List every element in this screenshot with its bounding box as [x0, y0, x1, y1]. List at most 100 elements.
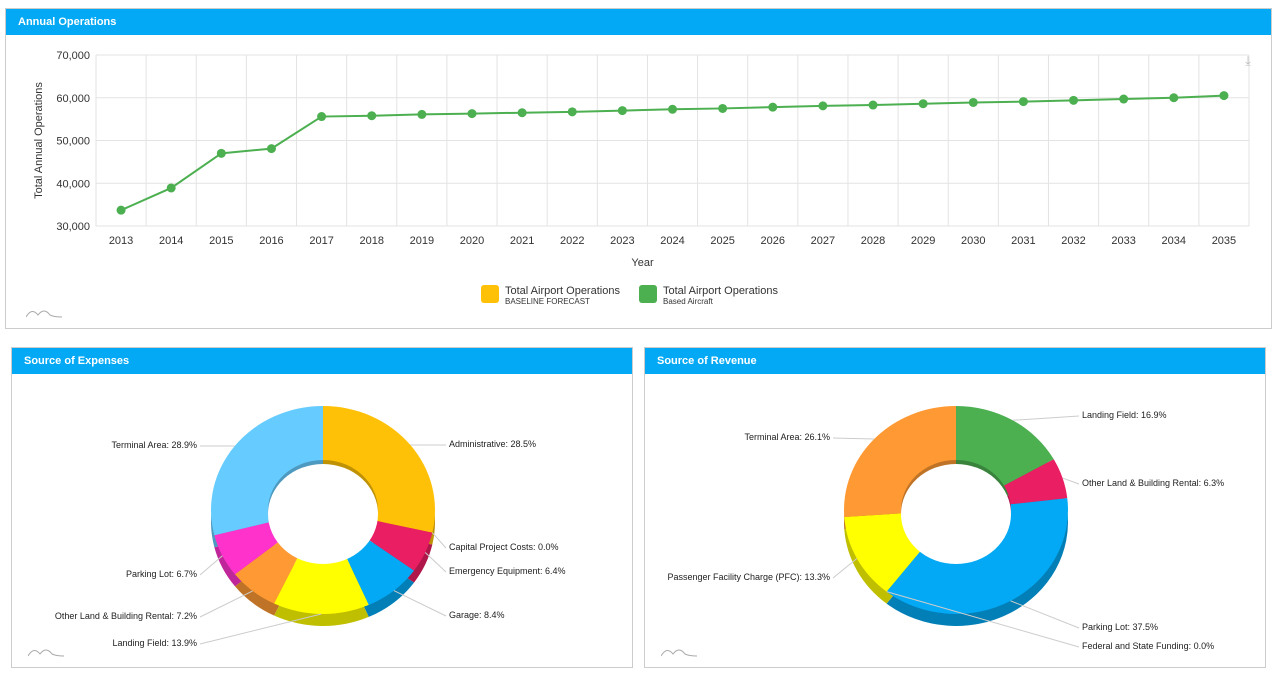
connector-line: [431, 532, 447, 549]
x-tick-label: 2023: [610, 235, 634, 247]
donut-hole: [268, 464, 378, 564]
data-point: [818, 101, 828, 111]
y-tick-label: 40,000: [56, 178, 90, 190]
data-point: [1119, 94, 1129, 104]
x-tick-label: 2022: [560, 235, 584, 247]
y-axis-title: Total Annual Operations: [33, 82, 45, 199]
data-point: [1069, 95, 1079, 105]
watermark-logo-icon: [28, 649, 64, 657]
x-tick-label: 2019: [410, 235, 434, 247]
x-tick-label: 2027: [811, 235, 835, 247]
data-point: [317, 112, 327, 122]
y-tick-label: 70,000: [56, 50, 90, 62]
x-tick-label: 2034: [1162, 235, 1186, 247]
donut-slice: [844, 513, 922, 592]
x-tick-label: 2018: [359, 235, 383, 247]
legend-sublabel: Based Aircraft: [663, 297, 713, 306]
slice-label: Federal and State Funding: 0.0%: [1082, 641, 1215, 651]
donut-slice: [886, 498, 1068, 614]
panel-title: Source of Revenue: [645, 348, 1265, 374]
x-tick-label: 2021: [510, 235, 534, 247]
watermark-logo-icon: [26, 310, 62, 318]
slice-label: Garage: 8.4%: [449, 610, 505, 620]
x-tick-label: 2030: [961, 235, 985, 247]
slice-label: Emergency Equipment: 6.4%: [449, 566, 566, 576]
connector-line: [1062, 477, 1080, 485]
x-tick-label: 2014: [159, 235, 183, 247]
x-tick-label: 2032: [1061, 235, 1085, 247]
y-tick-label: 50,000: [56, 136, 90, 148]
panel-title: Annual Operations: [6, 9, 1271, 35]
connector-line: [1012, 415, 1080, 421]
data-point: [918, 99, 928, 109]
x-tick-label: 2015: [209, 235, 233, 247]
x-tick-label: 2020: [460, 235, 484, 247]
y-tick-label: 30,000: [56, 221, 90, 233]
donut-slice: [214, 522, 280, 575]
data-point: [367, 111, 377, 121]
slice-label: Parking Lot: 37.5%: [1082, 622, 1159, 632]
revenue-donut-chart: [832, 406, 1080, 648]
donut-slice: [367, 520, 433, 571]
donut-slice: [234, 540, 299, 604]
x-axis-title: Year: [631, 257, 654, 269]
legend-label: Total Airport Operations: [505, 285, 620, 297]
x-tick-label: 2026: [761, 235, 785, 247]
x-tick-label: 2031: [1011, 235, 1035, 247]
donut-slice: [211, 406, 323, 536]
data-point: [1219, 91, 1229, 101]
legend-item-baseline[interactable]: Total Airport Operations BASELINE FORECAS…: [481, 285, 620, 306]
x-tick-label: 2029: [911, 235, 935, 247]
connector-line: [199, 613, 322, 645]
data-point: [417, 109, 427, 119]
connector-line: [1010, 600, 1080, 629]
donut-hole: [901, 464, 1011, 564]
x-tick-label: 2024: [660, 235, 684, 247]
connector-line: [393, 590, 447, 617]
data-point: [1169, 93, 1179, 103]
legend-swatch: [639, 285, 657, 303]
legend-item-based-aircraft[interactable]: Total Airport Operations Based Aircraft: [639, 285, 778, 306]
y-tick-label: 60,000: [56, 93, 90, 105]
panel-title: Source of Expenses: [12, 348, 632, 374]
slice-label: Other Land & Building Rental: 7.2%: [54, 611, 197, 621]
slice-label: Parking Lot: 6.7%: [125, 569, 197, 579]
legend-swatch: [481, 285, 499, 303]
data-point: [216, 148, 226, 158]
annual-operations-panel: Annual Operations 30,000 40,000 50,000 60,0…: [5, 8, 1272, 329]
legend-sublabel: BASELINE FORECAST: [505, 297, 590, 306]
donut-slice: [323, 406, 435, 533]
download-icon[interactable]: ⤓: [1245, 53, 1251, 68]
donut-slice: [1004, 459, 1068, 505]
x-tick-label: 2025: [710, 235, 734, 247]
expenses-panel: Source of Expenses Administrative: 28.5%…: [11, 347, 633, 668]
data-point: [968, 97, 978, 107]
data-point: [266, 144, 276, 154]
x-tick-label: 2016: [259, 235, 283, 247]
x-tick-label: 2035: [1212, 235, 1236, 247]
connector-line: [199, 590, 253, 618]
x-tick-label: 2028: [861, 235, 885, 247]
x-tick-label: 2033: [1111, 235, 1135, 247]
data-point: [868, 100, 878, 110]
data-point: [768, 102, 778, 112]
data-point: [517, 108, 527, 118]
data-point: [467, 109, 477, 119]
slice-label: Other Land & Building Rental: 6.3%: [1082, 478, 1225, 488]
x-tick-label: 2013: [109, 235, 133, 247]
data-point: [718, 103, 728, 113]
data-point: [1018, 97, 1028, 107]
slice-label: Passenger Facility Charge (PFC): 13.3%: [667, 572, 830, 582]
slice-label: Capital Project Costs: 0.0%: [449, 542, 559, 552]
legend-label: Total Airport Operations: [663, 285, 778, 297]
data-point: [567, 107, 577, 117]
x-tick-label: 2017: [309, 235, 333, 247]
slice-label: Landing Field: 16.9%: [1082, 410, 1167, 420]
donut-slice: [844, 406, 956, 518]
slice-label: Terminal Area: 26.1%: [744, 432, 830, 442]
slice-label: Terminal Area: 28.9%: [111, 440, 197, 450]
expenses-donut-chart: [199, 406, 447, 645]
connector-line: [886, 591, 1080, 648]
data-point: [166, 183, 176, 193]
data-point: [617, 106, 627, 116]
